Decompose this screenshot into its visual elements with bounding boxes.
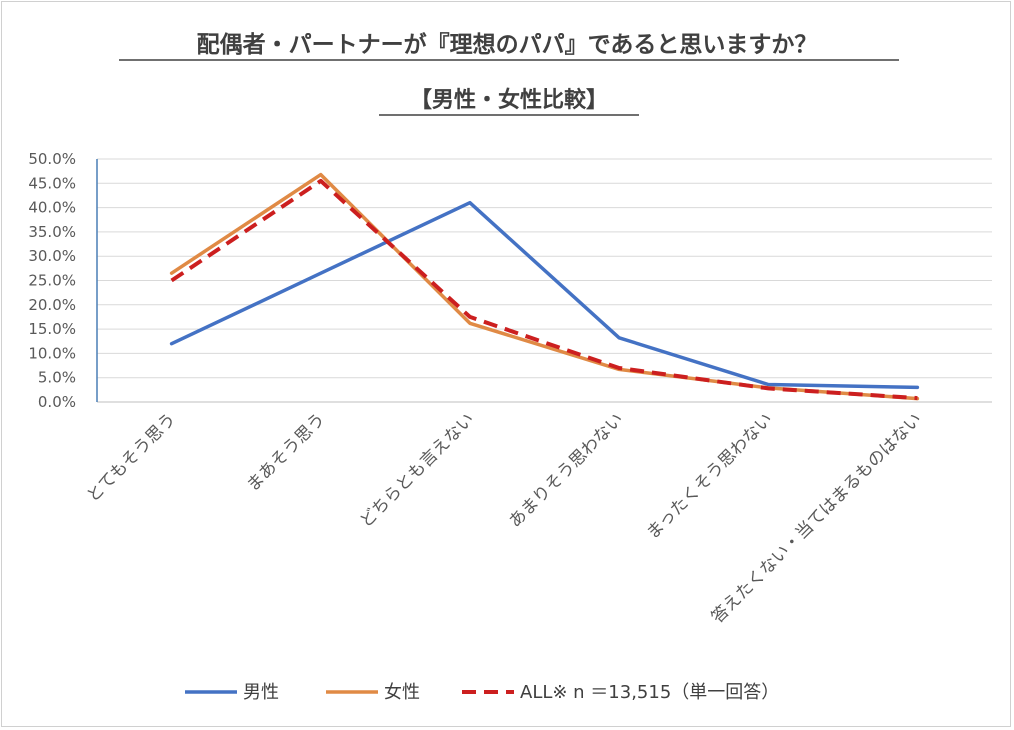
legend: 男性 女性 ALL※ n ＝13,515（単一回答） xyxy=(185,682,779,703)
y-tick-label: 20.0% xyxy=(28,296,76,314)
chart-title: 配偶者・パートナーが『理想のパパ』であると思いますか？ xyxy=(197,31,818,58)
y-tick-label: 40.0% xyxy=(28,199,76,217)
series-line-2 xyxy=(170,178,918,401)
legend-label: 女性 xyxy=(384,682,420,703)
y-tick-label: 30.0% xyxy=(28,247,76,265)
y-tick-label: 10.0% xyxy=(28,344,76,362)
legend-label: 男性 xyxy=(243,682,279,703)
y-tick-label: 15.0% xyxy=(28,320,76,338)
y-tick-label: 25.0% xyxy=(28,272,76,290)
x-axis: とてもそう思う まあそう思う どちらとも言えない あまりそう思わない まったくそう思わな… xyxy=(83,409,926,627)
x-tick-label: まあそう思う xyxy=(243,409,329,495)
legend-label: ALL※ n ＝13,515（単一回答） xyxy=(520,682,779,703)
y-tick-label: 50.0% xyxy=(28,150,76,168)
x-tick-label: どちらとも言えない xyxy=(356,409,478,531)
y-tick-label: 0.0% xyxy=(38,393,76,411)
y-tick-label: 45.0% xyxy=(28,174,76,192)
chart-subtitle: 【男性・女性比較】 xyxy=(410,87,608,113)
series-lines xyxy=(169,172,920,401)
gridlines xyxy=(96,158,992,403)
x-tick-label: まったくそう思わない xyxy=(643,409,777,543)
x-tick-label: あまりそう思わない xyxy=(505,409,627,531)
x-tick-label: とてもそう思う xyxy=(83,409,180,506)
y-axis: 0.0% 5.0% 10.0% 15.0% 20.0% 25.0% 30.0% 35.0% 40… xyxy=(28,150,76,411)
y-tick-label: 5.0% xyxy=(38,369,76,387)
y-tick-label: 35.0% xyxy=(28,223,76,241)
series-line-0 xyxy=(169,200,920,390)
